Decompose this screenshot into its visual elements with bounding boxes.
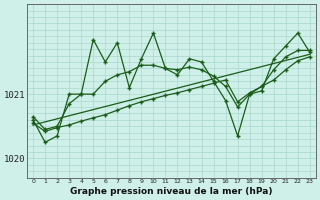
X-axis label: Graphe pression niveau de la mer (hPa): Graphe pression niveau de la mer (hPa): [70, 187, 273, 196]
